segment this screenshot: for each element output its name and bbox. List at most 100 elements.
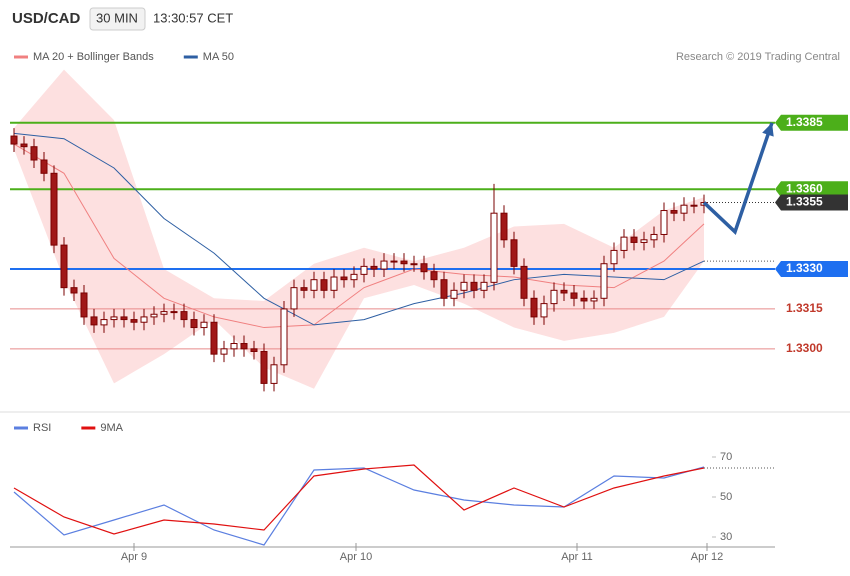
candle-body [410, 263, 418, 266]
period-box [89, 7, 146, 31]
candle-body [40, 159, 48, 174]
candle-body [680, 204, 688, 214]
indicator-line [13, 466, 705, 546]
candle-body [70, 287, 78, 294]
candle-body [650, 233, 658, 241]
candle-body [440, 279, 448, 299]
candle-body [520, 265, 528, 299]
y-tick-label: 70 [720, 451, 732, 463]
candle-body [200, 321, 208, 329]
time: 13:30:57 CET [153, 10, 233, 25]
candle-body [390, 260, 398, 263]
candle-body [250, 348, 258, 352]
level-label: 1.3360 [786, 181, 823, 195]
level-box [775, 181, 848, 198]
symbol: USD/CAD [12, 10, 81, 27]
candle-body [310, 279, 318, 291]
candle-body [580, 297, 588, 302]
candle-body [270, 364, 278, 384]
candle-body [160, 311, 168, 315]
level-box [775, 261, 848, 278]
candle-body [190, 319, 198, 329]
candle-body [130, 319, 138, 323]
candle-body [600, 263, 608, 299]
candle-body [350, 273, 358, 281]
candle-body [550, 289, 558, 305]
candle-body [490, 212, 498, 283]
candle-body [10, 135, 18, 145]
legend-label: 9MA [100, 422, 123, 434]
candle-body [120, 316, 128, 321]
candle-body [630, 236, 638, 243]
x-tick-label: Apr 11 [561, 551, 593, 563]
candle-body [60, 244, 68, 289]
x-tick-label: Apr 10 [340, 551, 372, 563]
candle-body [290, 287, 298, 310]
candle-body [80, 292, 88, 318]
candle-body [30, 146, 38, 161]
bollinger-band [14, 69, 704, 389]
y-tick-label: 30 [720, 531, 732, 543]
candle-body [660, 210, 668, 235]
credit: Research © 2019 Trading Central [676, 51, 840, 63]
candle-body [400, 260, 408, 265]
candle-body [300, 287, 308, 291]
candle-body [140, 316, 148, 323]
candle-body [240, 343, 248, 350]
ma-line [13, 132, 705, 326]
candle-body [450, 289, 458, 299]
legend-label: MA 20 + Bollinger Bands [33, 51, 154, 63]
legend-label: MA 50 [203, 51, 234, 63]
candle-body [320, 279, 328, 291]
x-tick-label: Apr 12 [691, 551, 723, 563]
forecast-arrow [702, 122, 774, 235]
candle-body [570, 292, 578, 299]
candle-body [620, 236, 628, 251]
candle-body [690, 204, 698, 207]
candle-body [380, 260, 388, 270]
candle-body [180, 311, 188, 321]
candle-body [610, 249, 618, 265]
legend-label: RSI [33, 422, 51, 434]
candle-body [260, 350, 268, 384]
candle-body [670, 210, 678, 214]
candle-body [210, 321, 218, 355]
level-label: 1.3315 [786, 301, 823, 315]
candle-body [170, 311, 178, 314]
ma-line [13, 143, 705, 329]
candle-body [480, 281, 488, 291]
candle-body [360, 265, 368, 275]
candle-body [20, 143, 28, 148]
candle-body [430, 271, 438, 281]
candle-body [220, 348, 228, 355]
candle-body [590, 297, 598, 302]
candle-body [340, 276, 348, 281]
forecast-arrowhead [762, 122, 774, 137]
candle-body [50, 172, 58, 246]
period: 30 MIN [96, 10, 138, 25]
x-tick-label: Apr 9 [121, 551, 147, 563]
level-label: 1.3385 [786, 115, 823, 129]
level-label: 1.3300 [786, 341, 823, 355]
candle-body [280, 308, 288, 366]
candle-body [370, 265, 378, 270]
candle-body [100, 319, 108, 326]
level-box [775, 114, 848, 131]
y-tick-label: 50 [720, 491, 732, 503]
candle-body [500, 212, 508, 241]
candle-body [540, 303, 548, 318]
candle-body [90, 316, 98, 326]
candle-body [510, 239, 518, 267]
candle-body [110, 316, 118, 321]
level-label: 1.3330 [786, 261, 823, 275]
candle-body [150, 313, 158, 318]
candle-body [560, 289, 568, 294]
candle-body [640, 239, 648, 243]
candle-body [330, 276, 338, 291]
level-label: 1.3355 [786, 195, 823, 209]
indicator-line [13, 464, 705, 535]
candle-body [420, 263, 428, 273]
candle-body [530, 297, 538, 318]
candle-body [470, 281, 478, 291]
